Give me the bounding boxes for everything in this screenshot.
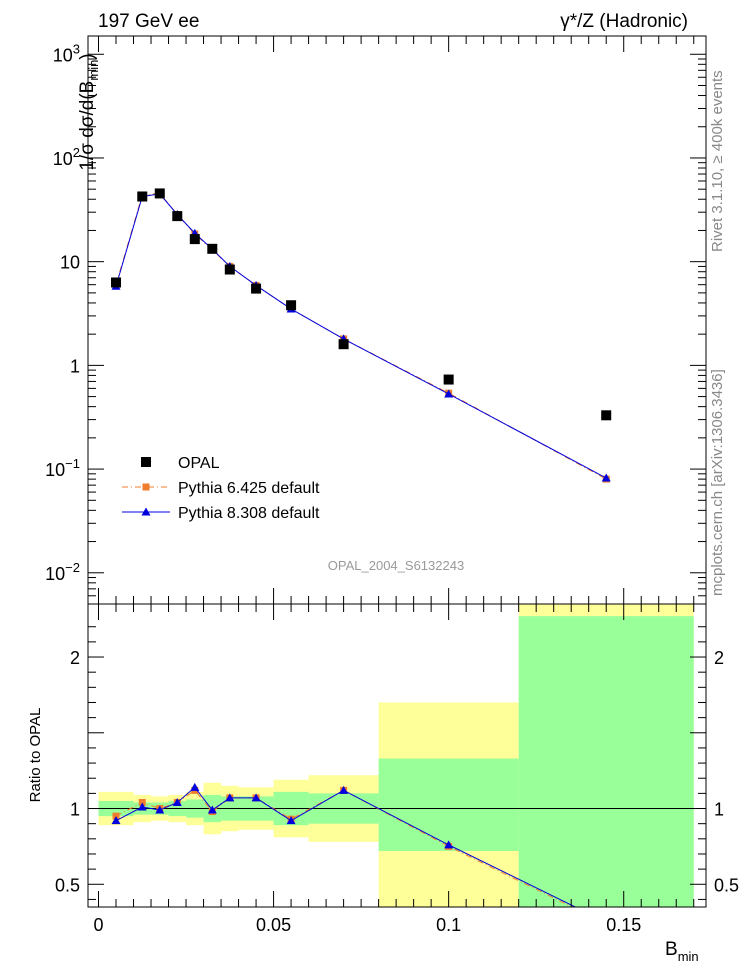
main-y-axis-label: 1/σ dσ/d(Bmin): [77, 53, 101, 170]
ratio-y-tick-label: 0.5: [55, 875, 80, 895]
opal-data-point: [111, 277, 122, 288]
inner-uncertainty-band: [378, 758, 519, 851]
main-y-tick-label: 10: [60, 253, 80, 273]
x-axis-label: Bmin: [665, 939, 699, 964]
rivet-version-label: Rivet 3.1.10, ≥ 400k events: [709, 70, 726, 252]
opal-data-point: [137, 191, 148, 202]
ratio-pythia8-marker: [155, 805, 165, 814]
title-process: γ*/Z (Hadronic): [560, 11, 688, 32]
ratio-pythia6-marker: [138, 798, 146, 806]
pythia8-marker: [601, 473, 611, 482]
ratio-panel: 0.5 0.5 1 1 2 2 0 0.05 0.1 0.15 Ratio to OPAL Bmi…: [27, 603, 739, 964]
svg-text:1/σ dσ/d(Bmin): 1/σ dσ/d(Bmin): [77, 53, 101, 170]
ratio-pythia8-marker: [339, 785, 349, 794]
x-tick-label: 0: [93, 915, 103, 935]
ratio-y-tick-label-right: 2: [714, 648, 724, 668]
ratio-y-tick-label: 1: [70, 800, 80, 820]
legend-pythia6-marker: [142, 483, 150, 491]
opal-data-point: [189, 234, 200, 245]
main-y-tick-label: 103: [53, 41, 80, 65]
inner-uncertainty-band: [518, 616, 694, 907]
svg-text:Bmin: Bmin: [665, 939, 699, 964]
ratio-data: [111, 782, 577, 907]
opal-data-point: [443, 374, 454, 385]
opal-data-point: [601, 410, 612, 421]
opal-data-point: [154, 188, 165, 199]
opal-data-point: [251, 283, 262, 294]
analysis-watermark: OPAL_2004_S6132243: [328, 558, 464, 573]
main-y-tick-label: 10−1: [45, 456, 80, 480]
main-y-tick-label: 102: [53, 145, 80, 169]
legend: OPAL Pythia 6.425 default Pythia 8.308 def…: [122, 455, 320, 522]
mcplots-label: mcplots.cern.ch [arXiv:1306.3436]: [709, 369, 726, 596]
ratio-pythia8-line: [115, 786, 577, 907]
ratio-pythia8-marker: [444, 840, 454, 849]
ratio-pythia6-marker: [112, 812, 120, 820]
main-axes: 10−2 10−1 1 10 102 103: [45, 36, 706, 605]
pythia6-line: [115, 192, 607, 480]
x-tick-label: 0.1: [436, 915, 461, 935]
ratio-pythia8-marker: [207, 805, 217, 814]
legend-pythia8-marker: [141, 507, 151, 516]
ratio-pythia6-line: [115, 789, 574, 907]
ratio-pythia8-marker: [225, 793, 235, 802]
uncertainty-bands: [88, 604, 706, 907]
opal-data-point: [172, 211, 183, 222]
ratio-y-tick-label-right: 1: [714, 800, 724, 820]
pythia8-marker: [444, 389, 454, 398]
main-y-tick-label: 1: [70, 356, 80, 376]
main-y-tick-label: 10−2: [45, 560, 80, 584]
ratio-pythia8-marker: [190, 782, 200, 791]
ratio-pythia8-marker: [137, 802, 147, 811]
title-energy: 197 GeV ee: [98, 11, 199, 32]
ratio-pythia8-marker: [251, 793, 261, 802]
ratio-y-tick-label: 2: [70, 648, 80, 668]
ratio-pythia8-marker: [172, 797, 182, 806]
opal-data-point: [338, 339, 349, 350]
main-data: [111, 188, 612, 483]
ratio-y-tick-label-right: 0.5: [714, 875, 739, 895]
ratio-y-axis-label: Ratio to OPAL: [27, 708, 44, 803]
ratio-frame: [87, 603, 707, 908]
x-tick-label: 0.15: [606, 915, 641, 935]
main-panel: 10−2 10−1 1 10 102 103 OPAL_2004_S6132243 OPA…: [45, 35, 707, 605]
x-tick-label: 0.05: [256, 915, 291, 935]
legend-opal-marker: [141, 457, 151, 467]
pythia8-line: [115, 193, 607, 479]
ratio-axes: 0.5 0.5 1 1 2 2 0 0.05 0.1 0.15: [55, 604, 739, 935]
opal-data-point: [224, 264, 235, 275]
opal-data-point: [286, 300, 297, 311]
legend-label: Pythia 8.308 default: [178, 505, 320, 522]
ratio-pythia8-marker: [286, 816, 296, 825]
legend-label: Pythia 6.425 default: [178, 480, 320, 497]
opal-data-point: [207, 243, 218, 254]
legend-label: OPAL: [178, 455, 220, 472]
ratio-pythia8-marker: [111, 816, 121, 825]
